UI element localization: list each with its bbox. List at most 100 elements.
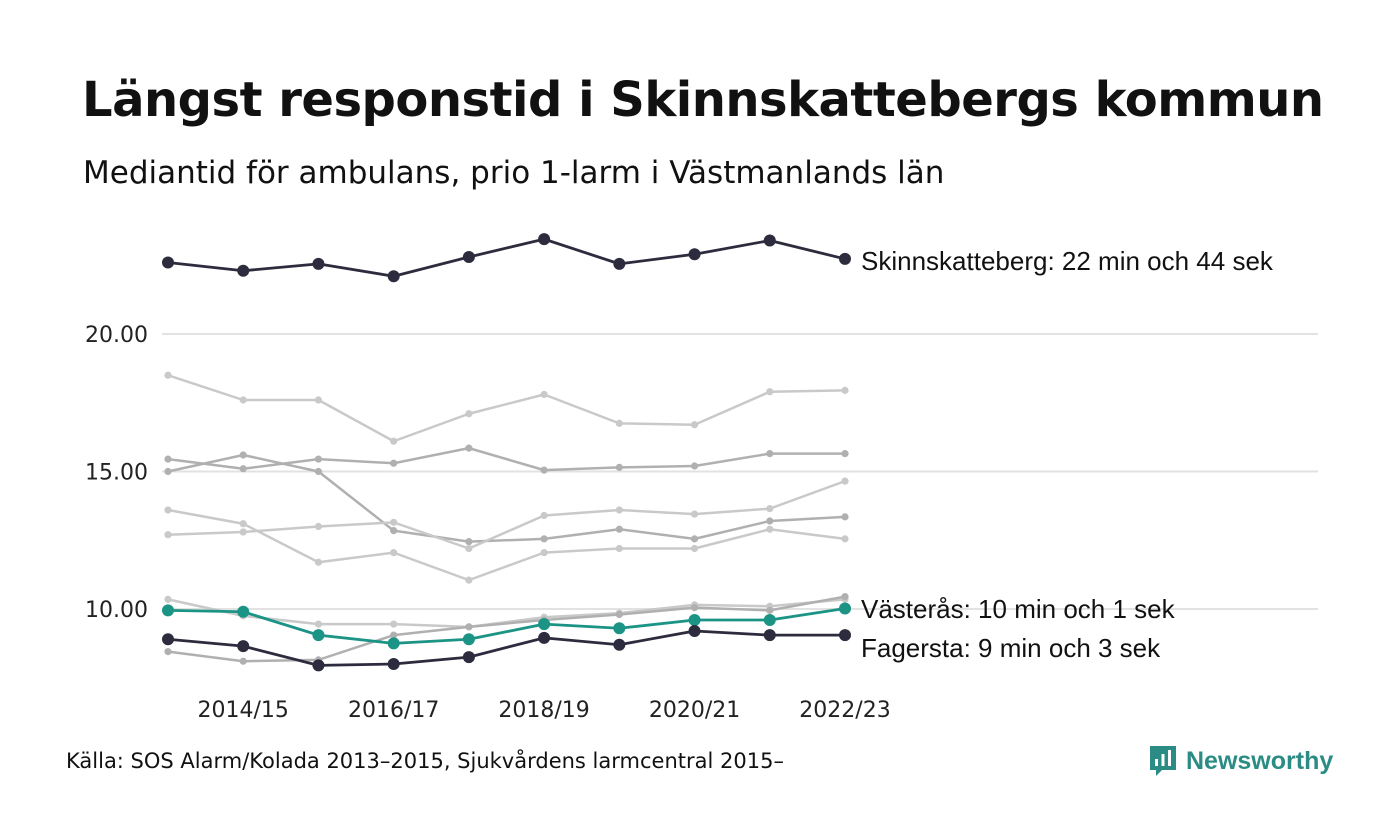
- data-point: [465, 444, 473, 452]
- chart-title: Längst responstid i Skinnskattebergs kom…: [82, 72, 1324, 128]
- data-point: [538, 618, 551, 631]
- data-point: [314, 467, 323, 476]
- end-labels: Skinnskatteberg: 22 min och 44 sek Väster…: [861, 246, 1274, 663]
- highlight-series-line: [162, 602, 851, 650]
- background-series-line: [164, 477, 849, 553]
- data-point: [390, 437, 398, 445]
- data-point: [841, 450, 849, 458]
- series-line: [167, 508, 846, 582]
- data-point: [239, 528, 247, 536]
- x-tick-label: 2014/15: [198, 698, 289, 723]
- y-tick-label: 20.00: [85, 323, 148, 348]
- series-end-label: Västerås: 10 min och 1 sek: [861, 594, 1176, 624]
- newsworthy-chart-icon: [1150, 746, 1176, 776]
- data-point: [239, 465, 247, 473]
- data-point: [237, 605, 250, 618]
- data-point: [615, 544, 623, 553]
- background-series-line: [164, 451, 849, 546]
- highlight-series-line: [162, 233, 851, 283]
- background-series: [164, 371, 849, 665]
- data-point: [766, 606, 774, 614]
- data-point: [839, 252, 851, 265]
- data-point: [615, 463, 623, 471]
- data-point: [615, 506, 623, 514]
- series-line: [167, 607, 846, 645]
- data-point: [390, 459, 398, 467]
- data-point: [164, 371, 172, 379]
- data-point: [239, 657, 247, 665]
- y-axis-ticks: 10.00 15.00 20.00: [85, 323, 148, 623]
- x-tick-label: 2022/23: [799, 698, 890, 723]
- line-chart: 10.00 15.00 20.00 2014/15 2016/17 2018/19 202…: [85, 233, 1318, 723]
- highlight-series-line: [162, 625, 851, 672]
- data-point: [766, 450, 774, 458]
- source-note: Källa: SOS Alarm/Kolada 2013–2015, Sjukv…: [66, 749, 784, 773]
- data-point: [164, 467, 172, 476]
- series-line: [167, 598, 846, 629]
- gridlines: [162, 333, 1318, 610]
- series-line: [167, 453, 846, 543]
- data-point: [540, 466, 548, 474]
- data-point: [841, 386, 849, 394]
- data-point: [841, 535, 849, 543]
- x-tick-label: 2018/19: [498, 698, 589, 723]
- series-end-label: Skinnskatteberg: 22 min och 44 sek: [861, 246, 1274, 276]
- series-line: [167, 374, 846, 443]
- data-point: [312, 257, 325, 270]
- data-point: [465, 538, 473, 546]
- data-point: [690, 462, 699, 470]
- data-point: [314, 396, 323, 404]
- data-point: [540, 535, 548, 543]
- data-point: [162, 604, 174, 617]
- data-point: [164, 455, 172, 463]
- data-point: [841, 593, 849, 601]
- data-point: [390, 631, 398, 639]
- data-point: [540, 390, 548, 399]
- data-point: [688, 248, 701, 261]
- data-point: [841, 477, 849, 485]
- data-point: [766, 505, 774, 513]
- data-point: [387, 637, 400, 650]
- data-point: [688, 625, 701, 637]
- data-point: [164, 595, 172, 603]
- data-point: [538, 631, 551, 644]
- series-line: [167, 446, 845, 472]
- series-line: [167, 237, 846, 278]
- data-point: [841, 513, 849, 521]
- x-tick-label: 2020/21: [649, 698, 740, 723]
- data-point: [465, 623, 473, 631]
- data-point: [540, 549, 548, 557]
- data-point: [839, 602, 851, 615]
- data-point: [390, 527, 398, 535]
- data-point: [237, 264, 250, 277]
- data-point: [164, 531, 172, 539]
- data-point: [615, 610, 623, 619]
- data-point: [465, 544, 473, 553]
- data-point: [239, 451, 247, 459]
- data-point: [462, 633, 475, 646]
- data-point: [314, 558, 323, 566]
- data-point: [390, 549, 398, 557]
- data-point: [613, 638, 626, 651]
- y-tick-label: 15.00: [85, 461, 148, 486]
- data-point: [690, 544, 699, 553]
- series-line: [167, 479, 846, 550]
- data-point: [390, 518, 398, 526]
- data-point: [162, 633, 174, 646]
- data-point: [239, 396, 247, 404]
- newsworthy-logo: Newsworthy: [1148, 744, 1333, 778]
- data-point: [688, 614, 701, 626]
- x-axis-ticks: 2014/15 2016/17 2018/19 2020/21 2022/23: [198, 698, 891, 723]
- data-point: [690, 421, 699, 429]
- data-point: [766, 388, 774, 396]
- data-point: [164, 648, 172, 656]
- background-series-line: [164, 506, 849, 584]
- data-point: [312, 659, 325, 672]
- background-series-line: [164, 595, 849, 631]
- data-point: [465, 576, 473, 584]
- series-line: [167, 629, 845, 667]
- data-point: [540, 511, 548, 520]
- data-point: [465, 410, 473, 418]
- data-point: [314, 620, 323, 628]
- data-point: [390, 620, 398, 628]
